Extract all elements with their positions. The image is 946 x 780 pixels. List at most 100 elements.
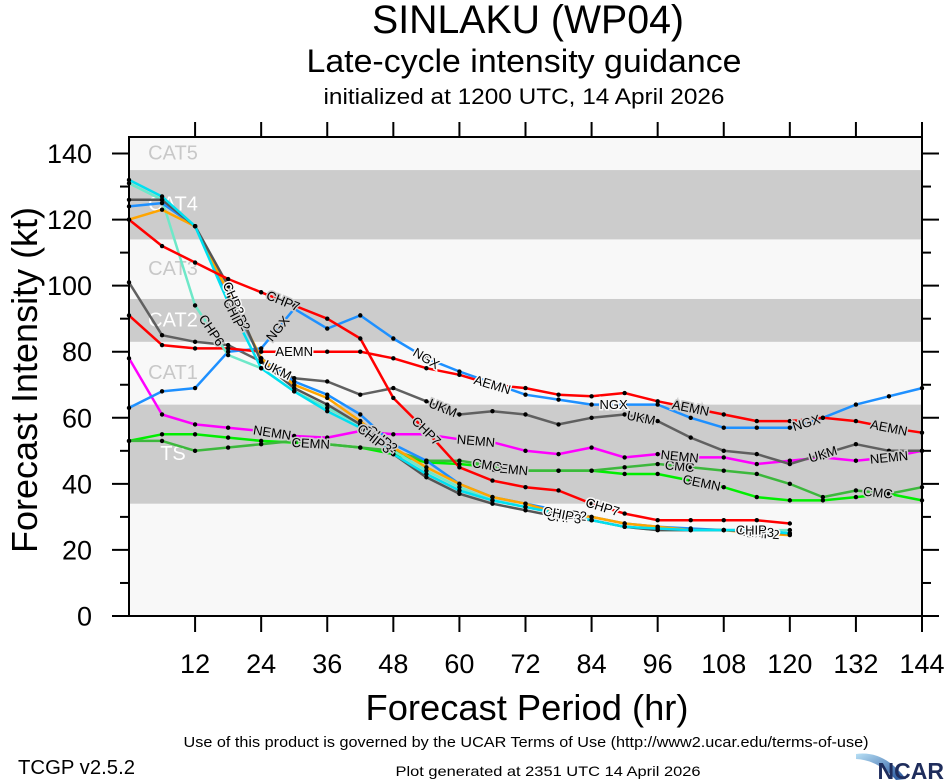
data-point-chip [391,451,396,457]
data-point-chp2 [391,445,396,450]
band-cat5 [129,137,922,171]
data-point-ukm [225,342,231,348]
data-point-aemn [886,425,892,430]
data-point-cemn [688,478,693,483]
band-cat2 [129,298,922,342]
data-point-aemn [556,392,561,397]
data-point-nemn [258,428,264,434]
terms-of-use-notice: Use of this product is governed by the U… [184,734,869,751]
data-point-aemn [655,399,660,404]
data-point-chp7 [159,243,165,249]
data-point-ngx [853,402,859,407]
data-point-nemn [523,448,528,454]
data-point-nemn [787,458,793,463]
data-point-ngx [655,402,660,407]
y-tick-label: 140 [47,139,92,169]
data-point-ngx [886,394,892,399]
data-point-chip [490,498,495,503]
data-point-nemn [853,458,859,463]
data-point-chp2 [457,481,462,487]
series-label-cmc: CMC [664,457,695,475]
data-point-ngx [787,425,793,430]
data-point-chip [754,527,759,533]
data-point-ukm [721,448,726,454]
data-point-chip [225,299,231,305]
data-point-nemn [490,440,495,445]
data-point-chp3 [225,283,231,288]
data-point-ukm [192,339,198,345]
data-point-cmc [688,465,693,470]
x-tick-label: 144 [899,649,944,679]
data-point-cmc [523,468,528,473]
data-point-aemn [192,346,198,351]
series-label-chip: CHIP [736,523,767,538]
series-label-nemn: NEMN [252,422,292,442]
data-point-cmc [886,491,892,496]
data-point-ngx [622,402,627,407]
data-point-cmc [192,448,198,454]
data-point-ngx [754,425,759,430]
data-point-ngx [523,392,528,397]
data-point-nemn [886,455,892,460]
data-point-ngx [192,385,198,391]
data-point-ngx [325,326,330,331]
software-version: TCGP v2.5.2 [18,757,135,779]
plot-background-layer [129,137,922,616]
data-point-cemn [853,494,859,500]
data-point-cmc [754,471,759,477]
data-point-aemn [225,346,231,351]
data-point-ngx [292,306,297,311]
data-point-unlabeled-7 [325,392,330,397]
data-point-aemn [325,349,330,354]
data-point-ngx [556,397,561,402]
data-point-ukm [853,442,859,447]
data-point-nemn [820,455,826,460]
data-point-aemn [490,382,495,387]
data-point-ukm [589,415,594,420]
data-point-ukm [820,451,826,457]
data-point-chp3 [424,475,429,480]
series-label-cemn: CEMN [291,435,330,452]
y-tick-label: 80 [62,337,92,367]
data-point-cmc [292,438,297,444]
data-point-chp7 [225,276,231,282]
data-point-chp7 [358,336,363,341]
data-point-aemn [853,418,859,424]
data-point-cmc [853,488,859,493]
data-point-unlabeled-7 [225,293,231,298]
data-point-nemn [655,451,660,457]
data-point-nemn [688,455,693,460]
data-point-chip [622,524,627,530]
data-point-cmc [820,494,826,500]
series-label-cmc: CMC [471,455,503,474]
data-point-ukm [424,399,429,404]
data-point-chp6 [391,448,396,454]
data-point-chp7 [589,501,594,506]
series-points-layer [126,177,925,538]
data-point-chp6 [325,405,330,411]
series-label-nemn: NEMN [456,432,495,450]
data-point-ukm [622,412,627,417]
data-point-cemn [787,498,793,503]
data-point-aemn [424,366,429,371]
axes-layer [112,122,939,632]
data-point-chp2 [490,494,495,500]
data-point-nemn [589,445,594,450]
data-point-ukm [325,379,330,384]
data-point-chp3 [457,491,462,496]
data-point-chp2 [258,356,264,361]
data-point-chip [292,389,297,394]
data-point-aemn [457,372,462,378]
data-point-nemn [325,435,330,440]
data-point-cemn [721,484,726,490]
chart-title: SINLAKU (WP04) [372,0,684,42]
data-point-aemn [787,418,793,424]
data-point-chp6 [192,303,198,308]
y-axis-title: Forecast Intensity (kt) [4,207,45,553]
data-point-cmc [457,458,462,463]
data-point-chip [721,527,726,533]
series-label-ngx: NGX [600,397,629,412]
data-point-chip [787,531,793,536]
data-point-cmc [556,468,561,473]
data-point-nemn [556,451,561,457]
